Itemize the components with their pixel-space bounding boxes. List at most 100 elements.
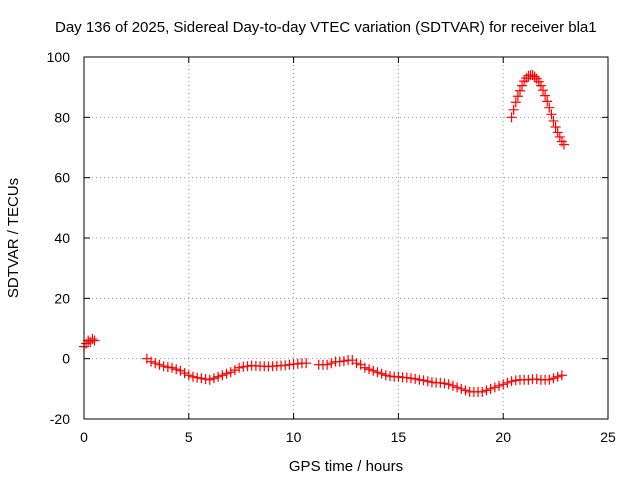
- data-point: [523, 70, 534, 81]
- y-tick-label: 40: [54, 230, 70, 246]
- data-point: [380, 370, 391, 381]
- data-layer: [79, 70, 569, 397]
- data-point: [154, 359, 165, 370]
- data-point: [485, 383, 496, 394]
- data-point: [489, 382, 500, 393]
- series-segment-3: [313, 355, 567, 397]
- data-point: [422, 376, 433, 387]
- data-point: [221, 368, 232, 379]
- y-tick-label: -20: [50, 411, 70, 427]
- data-point: [552, 127, 563, 138]
- data-point: [544, 102, 555, 113]
- data-point: [238, 361, 249, 372]
- tick-label-layer: 0 5 10 15 20 25 -20 0 20 40 60 80 100: [47, 49, 616, 445]
- data-point: [89, 335, 100, 346]
- data-point: [200, 374, 211, 385]
- data-point: [498, 379, 509, 390]
- data-point: [558, 139, 569, 150]
- data-point: [502, 377, 513, 388]
- data-point: [542, 96, 553, 107]
- data-point: [171, 364, 182, 375]
- data-point: [150, 358, 161, 369]
- data-point: [405, 373, 416, 384]
- data-point: [510, 375, 521, 386]
- data-point: [546, 109, 557, 120]
- data-point: [234, 362, 245, 373]
- data-point: [456, 383, 467, 394]
- y-tick-label: 100: [47, 49, 71, 65]
- x-tick-label: 10: [286, 429, 302, 445]
- data-point: [192, 372, 203, 383]
- x-tick-label: 25: [600, 429, 616, 445]
- data-point: [364, 364, 375, 375]
- x-tick-label: 0: [80, 429, 88, 445]
- data-point: [414, 374, 425, 385]
- x-tick-label: 15: [391, 429, 407, 445]
- data-point: [401, 372, 412, 383]
- data-point: [322, 359, 333, 370]
- x-tick-label: 20: [495, 429, 511, 445]
- data-point: [179, 368, 190, 379]
- data-point: [225, 367, 236, 378]
- data-point: [443, 379, 454, 390]
- data-point: [548, 115, 559, 126]
- y-tick-label: 60: [54, 170, 70, 186]
- data-point: [229, 365, 240, 376]
- data-point: [217, 370, 228, 381]
- data-point: [531, 374, 542, 385]
- data-point: [242, 361, 253, 372]
- data-point: [529, 71, 540, 82]
- data-point: [162, 362, 173, 373]
- y-tick-label: 20: [54, 290, 70, 306]
- data-point: [508, 104, 519, 115]
- data-point: [439, 378, 450, 389]
- data-point: [351, 358, 362, 369]
- data-point: [334, 356, 345, 367]
- data-point: [204, 374, 215, 385]
- data-point: [506, 376, 517, 387]
- data-point: [280, 360, 291, 371]
- data-point: [301, 358, 312, 369]
- data-point: [87, 334, 98, 345]
- data-point: [326, 358, 337, 369]
- data-point: [510, 97, 521, 108]
- data-point: [385, 371, 396, 382]
- data-point: [208, 373, 219, 384]
- chart-title: Day 136 of 2025, Sidereal Day-to-day VTE…: [55, 19, 597, 36]
- data-point: [376, 368, 387, 379]
- data-point: [426, 377, 437, 388]
- data-point: [506, 112, 517, 123]
- data-point: [517, 80, 528, 91]
- data-point: [167, 362, 178, 373]
- data-point: [512, 91, 523, 102]
- data-point: [554, 131, 565, 142]
- data-point: [435, 377, 446, 388]
- data-point: [292, 358, 303, 369]
- x-tick-label: 5: [185, 429, 193, 445]
- data-point: [146, 356, 157, 367]
- data-point: [196, 373, 207, 384]
- data-point: [175, 365, 186, 376]
- data-point: [556, 370, 567, 381]
- data-point: [452, 382, 463, 393]
- data-point: [548, 373, 559, 384]
- data-point: [552, 371, 563, 382]
- data-point: [213, 371, 224, 382]
- data-point: [535, 80, 546, 91]
- series-segment-1: [79, 334, 100, 352]
- data-point: [514, 85, 525, 96]
- data-point: [410, 373, 421, 384]
- data-point: [284, 359, 295, 370]
- x-axis-label: GPS time / hours: [289, 458, 403, 475]
- data-point: [359, 362, 370, 373]
- data-point: [544, 374, 555, 385]
- data-point: [338, 356, 349, 367]
- grid-layer: [84, 57, 608, 419]
- data-point: [187, 371, 198, 382]
- data-point: [540, 90, 551, 101]
- series-segment-2: [141, 353, 312, 385]
- y-tick-label: 80: [54, 109, 70, 125]
- data-point: [447, 380, 458, 391]
- data-point: [183, 370, 194, 381]
